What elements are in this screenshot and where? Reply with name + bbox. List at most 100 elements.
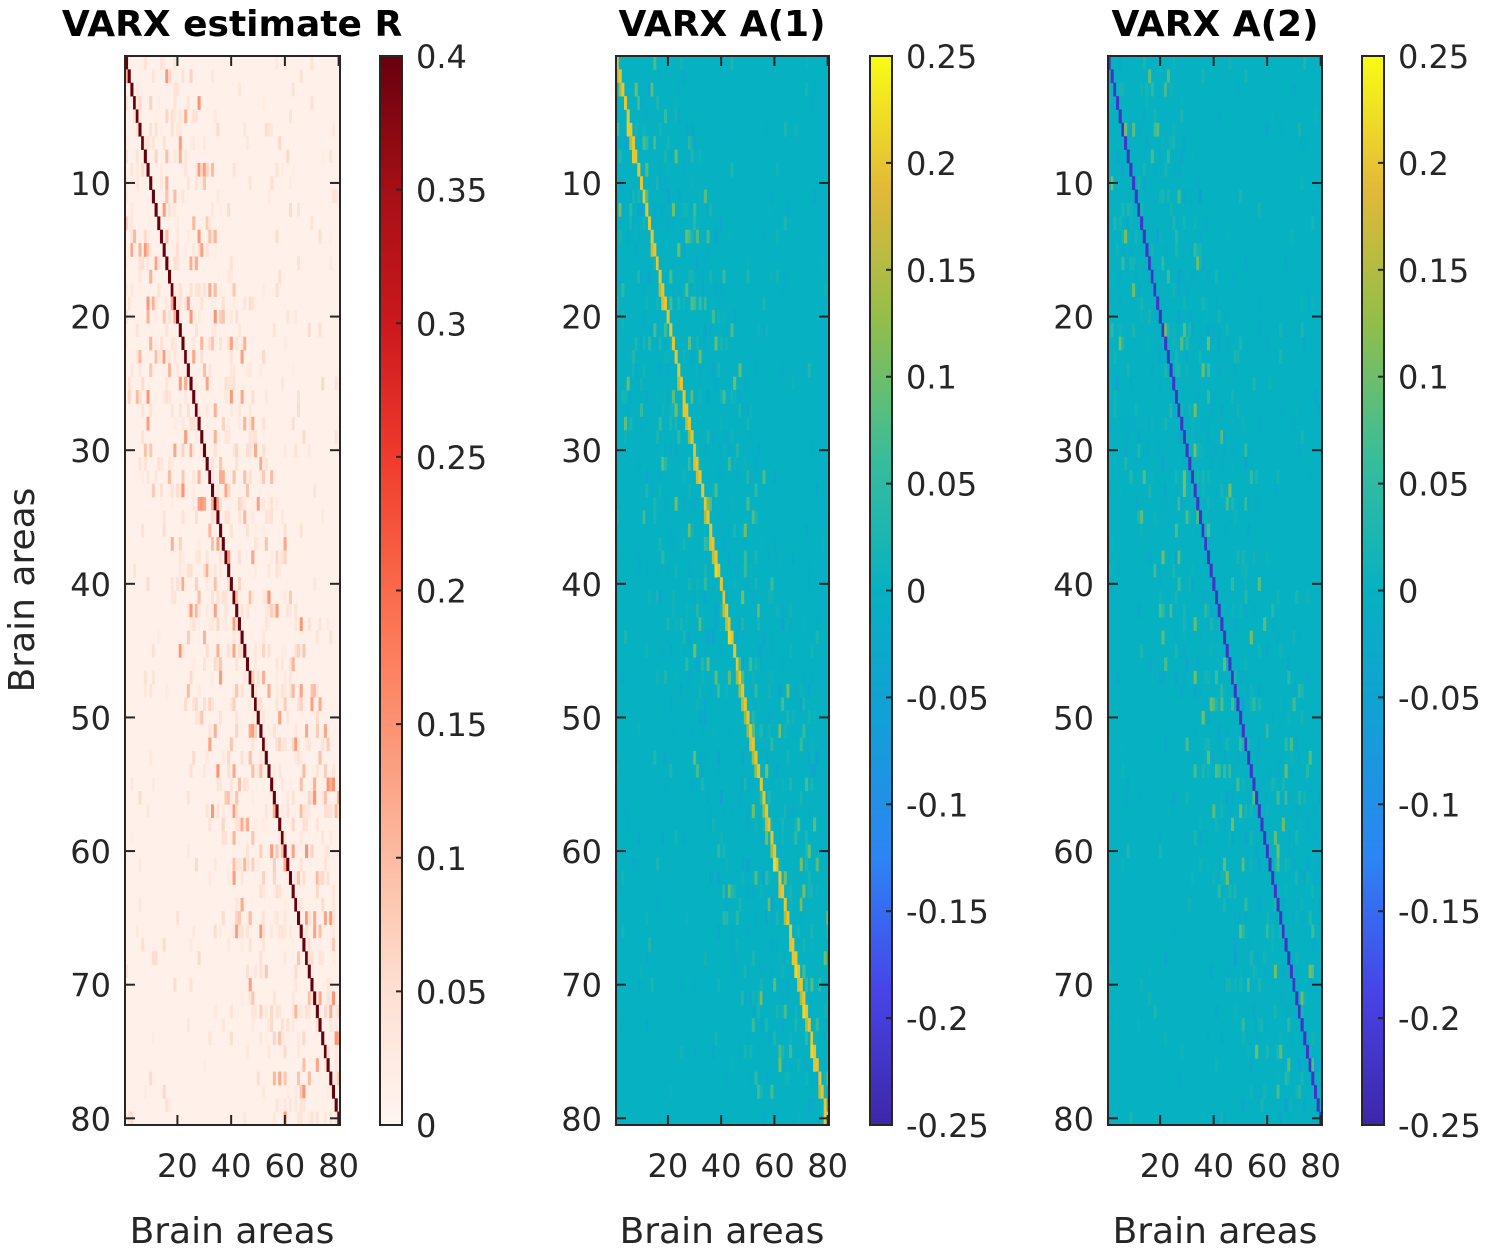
heatmap-cell	[738, 657, 742, 672]
heatmap-cell	[127, 390, 131, 404]
heatmap-cell	[154, 296, 158, 311]
heatmap-cell	[722, 309, 726, 324]
heatmap-cell-diagonal	[146, 162, 150, 177]
heatmap-cell-diagonal	[262, 737, 266, 752]
heatmap-cell	[658, 336, 662, 351]
heatmap-cell	[1121, 82, 1125, 97]
heatmap-cell	[1220, 790, 1224, 805]
heatmap-cell-diagonal	[626, 109, 630, 124]
heatmap-cell	[297, 697, 301, 712]
heatmap-cell	[146, 296, 150, 311]
heatmap-cell	[138, 269, 142, 284]
heatmap-cell	[671, 603, 675, 618]
heatmap-cell	[1281, 777, 1285, 792]
heatmap-cell	[1182, 483, 1186, 498]
heatmap-cell	[637, 456, 641, 471]
heatmap-cell	[631, 149, 636, 164]
heatmap-cell	[205, 563, 209, 578]
heatmap-cell	[1201, 296, 1205, 311]
heatmap-cell	[1252, 1004, 1256, 1019]
heatmap-cell	[286, 1084, 290, 1099]
heatmap-cell-diagonal	[1271, 871, 1275, 885]
heatmap-cell	[1268, 764, 1272, 778]
heatmap-cell	[645, 336, 649, 351]
heatmap-cell	[186, 844, 190, 859]
heatmap-cell	[645, 109, 649, 124]
heatmap-cell	[1206, 323, 1211, 338]
heatmap-cell	[1185, 336, 1189, 351]
heatmap-cell	[781, 710, 785, 725]
heatmap-cell	[1279, 403, 1283, 418]
heatmap-cell	[1316, 857, 1320, 872]
heatmap-cell	[1188, 897, 1192, 912]
heatmap-cell	[211, 617, 215, 631]
heatmap-cell	[642, 283, 646, 297]
heatmap-cell	[259, 363, 263, 378]
heatmap-cell	[229, 363, 233, 378]
heatmap-cell	[213, 443, 217, 458]
y-tick-label: 10	[1053, 165, 1094, 203]
heatmap-cell	[725, 857, 729, 872]
heatmap-cell	[162, 309, 166, 324]
heatmap-cell	[1164, 1031, 1168, 1046]
heatmap-cell	[1249, 724, 1253, 738]
heatmap-cell	[653, 149, 657, 164]
heatmap-cell	[1281, 697, 1285, 712]
heatmap-cell	[1257, 323, 1261, 338]
heatmap-cell	[1236, 777, 1240, 792]
heatmap-cell-diagonal	[813, 1044, 817, 1059]
heatmap-cell-diagonal	[141, 136, 145, 150]
heatmap-cell	[267, 510, 271, 525]
heatmap-cell	[1148, 657, 1152, 672]
heatmap-cell	[1247, 443, 1251, 458]
heatmap-cell	[682, 283, 686, 297]
heatmap-cell-diagonal	[1209, 563, 1213, 578]
heatmap-cell-diagonal	[1313, 1084, 1318, 1099]
heatmap-cell	[178, 136, 182, 150]
heatmap-cell	[695, 764, 699, 778]
heatmap-cell-diagonal	[1300, 1018, 1304, 1032]
heatmap-cell	[1193, 269, 1197, 284]
heatmap-cell-diagonal	[823, 1098, 827, 1113]
heatmap-cell	[765, 122, 769, 137]
heatmap-cell	[645, 1018, 649, 1032]
heatmap-cell	[125, 149, 129, 164]
heatmap-cell	[213, 1004, 217, 1019]
heatmap-cell	[237, 416, 241, 431]
heatmap-cell	[741, 991, 745, 1006]
heatmap-cell-diagonal	[687, 416, 691, 431]
heatmap-cell	[157, 630, 161, 645]
heatmap-cell	[671, 403, 675, 418]
heatmap-cell	[759, 978, 763, 992]
heatmap-cell	[743, 964, 747, 979]
heatmap-cell	[1150, 670, 1154, 685]
heatmap-cell	[259, 470, 263, 484]
heatmap-cell	[701, 657, 705, 672]
heatmap-cell	[703, 710, 707, 725]
heatmap-cell	[173, 149, 177, 164]
heatmap-cell	[1249, 831, 1253, 845]
heatmap-cell	[1297, 750, 1301, 765]
heatmap-cell	[661, 831, 665, 845]
heatmap-cell	[302, 1058, 306, 1072]
heatmap-cell	[1308, 777, 1312, 792]
heatmap-cell-diagonal	[618, 69, 622, 84]
heatmap-cell	[189, 563, 193, 578]
heatmap-cell	[754, 684, 758, 698]
heatmap-cell-diagonal	[1166, 349, 1170, 364]
heatmap-cell	[1220, 871, 1224, 885]
heatmap-cell	[176, 243, 180, 257]
heatmap-cell	[1137, 1098, 1141, 1113]
heatmap-cell	[297, 256, 301, 271]
heatmap-cell	[743, 1044, 747, 1059]
heatmap-cell	[1206, 670, 1211, 685]
heatmap-cell	[251, 790, 255, 805]
heatmap-cell	[725, 1071, 729, 1086]
heatmap-cell	[618, 202, 622, 217]
heatmap-cell	[709, 269, 713, 284]
colorbar-tick-label: 0.4	[416, 38, 467, 76]
heatmap-cell	[1164, 82, 1168, 97]
heatmap-cell	[1150, 256, 1154, 271]
heatmap-cell	[243, 670, 247, 685]
heatmap-cell	[802, 884, 806, 899]
